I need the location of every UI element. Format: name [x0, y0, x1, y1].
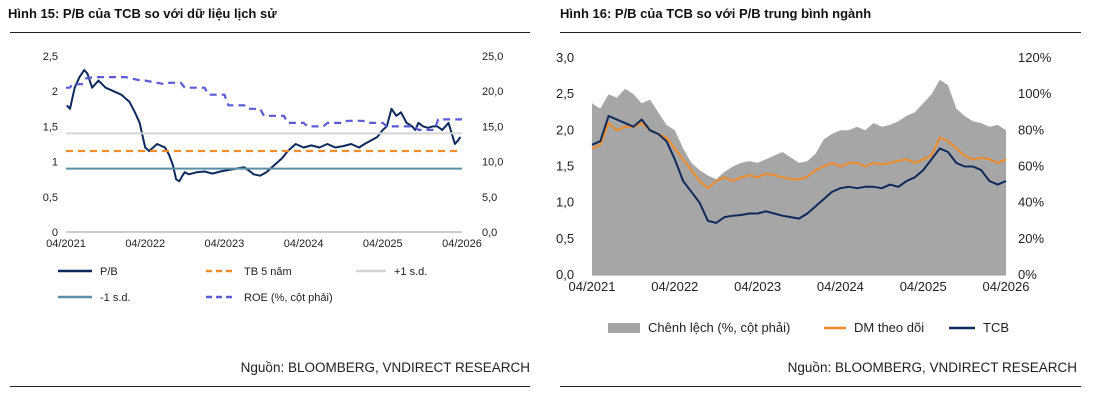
right-y-right-tick: 60% — [1018, 159, 1044, 174]
left-y-left-tick: 2 — [52, 86, 58, 98]
right-y-right-tick: 120% — [1018, 50, 1052, 65]
right-y-left-tick: 1,0 — [556, 195, 574, 210]
right-y-right-tick: 0% — [1018, 267, 1037, 282]
right-bottom-rule — [560, 386, 1081, 387]
right-chart: 0,0 0,5 1,0 1,5 2,0 2,5 3,0 0% 20% 40% 60% 80% 100% 1… — [556, 50, 1052, 335]
left-x-tick: 04/2023 — [205, 238, 245, 250]
right-y-left-tick: 0,5 — [556, 231, 574, 246]
right-source: Nguồn: BLOOMBERG, VNDIRECT RESEARCH — [787, 360, 1077, 375]
left-legend-4-label: ROE (%, cột phải) — [244, 292, 333, 304]
right-x-tick: 04/2021 — [569, 279, 616, 294]
right-y-left-tick: 0,0 — [556, 267, 574, 282]
right-series-ch-nh-l-ch-c-t-ph-i — [592, 79, 1006, 275]
left-y-left-tick: 1 — [52, 157, 58, 169]
left-y-right-tick: 5,0 — [482, 192, 497, 204]
left-x-tick: 04/2025 — [363, 238, 403, 250]
left-y-right-tick: 20,0 — [482, 86, 503, 98]
left-x-tick: 04/2026 — [442, 238, 482, 250]
right-legend-1-label: DM theo dõi — [854, 320, 924, 335]
left-y-left-tick: 0 — [52, 227, 58, 239]
left-chart: 0 0,5 1 1,5 2 2,5 0,0 5,0 10,0 15,0 20,0 25,0 04/202… — [43, 51, 504, 304]
right-y-left-tick: 2,0 — [556, 122, 574, 137]
right-series-tcb — [591, 114, 1007, 224]
left-y-left-tick: 0,5 — [43, 192, 58, 204]
left-legend-1-label: TB 5 năm — [244, 266, 292, 278]
right-x-tick: 04/2023 — [734, 279, 781, 294]
right-x-tick: 04/2022 — [651, 279, 698, 294]
right-y-right-tick: 20% — [1018, 231, 1044, 246]
left-top-rule — [10, 32, 530, 33]
left-figure-title: Hình 15: P/B của TCB so với dữ liệu lịch… — [8, 6, 277, 21]
right-y-right-tick: 80% — [1018, 122, 1044, 137]
left-y-right-tick: 25,0 — [482, 51, 503, 63]
right-legend-0-label: Chênh lệch (%, cột phải) — [648, 320, 790, 335]
left-series-roe-c-t-ph-i — [66, 75, 462, 131]
left-bottom-rule — [10, 386, 530, 387]
left-y-right-tick: 15,0 — [482, 121, 503, 133]
left-y-left-tick: 2,5 — [43, 51, 58, 63]
left-x-tick: 04/2021 — [46, 238, 86, 250]
right-top-rule — [560, 32, 1081, 33]
right-y-left-tick: 2,5 — [556, 86, 574, 101]
left-y-right-tick: 10,0 — [482, 157, 503, 169]
left-figure-panel: Hình 15: P/B của TCB so với dữ liệu lịch… — [0, 0, 540, 400]
left-series-p-b — [66, 69, 462, 183]
left-legend-2-label: +1 s.d. — [394, 266, 427, 278]
left-source: Nguồn: BLOOMBERG, VNDIRECT RESEARCH — [240, 360, 530, 375]
right-y-right-tick: 100% — [1018, 86, 1052, 101]
right-y-right-tick: 40% — [1018, 195, 1044, 210]
right-x-tick: 04/2026 — [983, 279, 1030, 294]
right-y-left-tick: 3,0 — [556, 50, 574, 65]
right-legend-2-label: TCB — [983, 320, 1009, 335]
left-y-left-tick: 1,5 — [43, 121, 58, 133]
right-figure-panel: Hình 16: P/B của TCB so với P/B trung bì… — [554, 0, 1101, 400]
right-y-left-tick: 1,5 — [556, 159, 574, 174]
left-x-tick: 04/2022 — [125, 238, 165, 250]
right-x-tick: 04/2025 — [900, 279, 947, 294]
left-legend-0-label: P/B — [100, 266, 118, 278]
left-y-right-tick: 0,0 — [482, 227, 497, 239]
left-x-tick: 04/2024 — [284, 238, 324, 250]
right-x-tick: 04/2024 — [817, 279, 864, 294]
left-legend-3-label: -1 s.d. — [100, 292, 131, 304]
right-figure-title: Hình 16: P/B của TCB so với P/B trung bì… — [560, 6, 872, 21]
right-legend-0-swatch — [608, 323, 640, 333]
